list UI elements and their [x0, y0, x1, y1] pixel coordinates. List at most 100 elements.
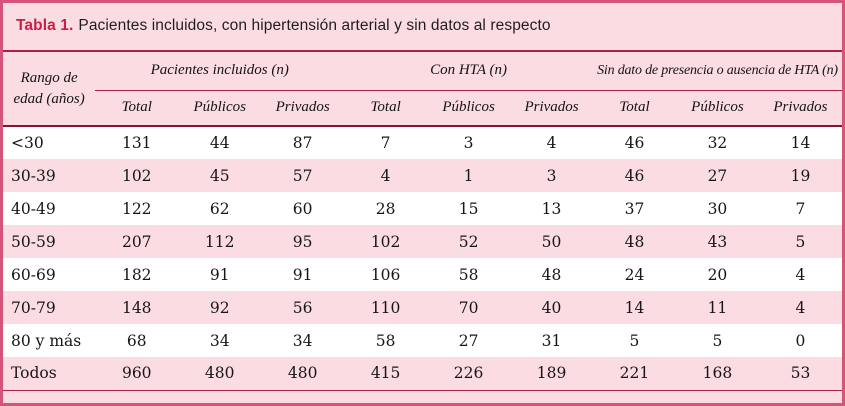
group-header-incluidos: Pacientes incluidos (n) — [95, 52, 345, 91]
cell-value: 5 — [795, 232, 806, 251]
group-header-row: Rango de edad (años) Pacientes incluidos… — [3, 52, 842, 127]
cell-value: 3 — [546, 166, 557, 185]
cell-value: 20 — [707, 265, 728, 284]
cell-value: 87 — [292, 134, 313, 152]
cell-value: 58 — [375, 331, 396, 350]
cell-value: 3 — [463, 134, 474, 152]
cell-value: 131 — [121, 134, 152, 152]
cell-value: 27 — [707, 166, 728, 185]
cell-value: 60 — [292, 199, 313, 218]
table-title-text: Pacientes incluidos, con hipertensión ar… — [78, 17, 551, 34]
table-row: 80 y más 68 34 34 58 27 31 5 5 0 — [3, 324, 842, 357]
group-header-sin-dato: Sin dato de presencia o ausencia de HTA … — [593, 52, 842, 91]
cell-value: 4 — [795, 265, 806, 284]
cell-value: 92 — [209, 298, 230, 317]
cell-value: 44 — [209, 134, 230, 152]
cell-value: 40 — [541, 298, 562, 317]
cell-value: 45 — [209, 166, 230, 185]
cell-value: 14 — [790, 134, 811, 152]
cell-value: 102 — [370, 232, 401, 251]
corner-header: Rango de edad (años) — [3, 52, 96, 127]
cell-value: 70 — [458, 298, 479, 317]
row-label: 50-59 — [11, 232, 56, 251]
row-label: 60-69 — [11, 265, 56, 284]
cell-value: 5 — [712, 331, 723, 350]
cell-value: 168 — [675, 357, 759, 391]
cell-value: 226 — [427, 357, 511, 391]
cell-value: 56 — [292, 298, 313, 317]
data-table: Rango de edad (años) Pacientes incluidos… — [3, 52, 842, 391]
cell-value: 24 — [624, 265, 645, 284]
row-label: Todos — [3, 357, 96, 391]
cell-value: 30 — [707, 199, 728, 218]
cell-value: 207 — [121, 232, 152, 251]
table-row: 70-79 148 92 56 110 70 40 14 11 4 — [3, 291, 842, 324]
table-row: 60-69 182 91 91 106 58 48 24 20 4 — [3, 258, 842, 291]
subheader-publicos: Públicos — [178, 90, 262, 127]
cell-value: 31 — [541, 331, 562, 350]
subheader-privados: Privados — [261, 90, 345, 127]
cell-value: 112 — [204, 232, 235, 251]
cell-value: 34 — [292, 331, 313, 350]
cell-value: 182 — [121, 265, 152, 284]
row-label: 80 y más — [11, 331, 82, 350]
cell-value: 48 — [541, 265, 562, 284]
corner-header-line2: edad (años) — [13, 90, 85, 107]
cell-value: 46 — [624, 166, 645, 185]
table-row: 50-59 207 112 95 102 52 50 48 43 5 — [3, 225, 842, 258]
table-row: 40-49 122 62 60 28 15 13 37 30 7 — [3, 192, 842, 225]
table-title: Tabla 1. Pacientes incluidos, con hiperte… — [3, 3, 842, 52]
cell-value: 57 — [292, 166, 313, 185]
table-row: 30-39 102 45 57 4 1 3 46 27 19 — [3, 159, 842, 192]
row-label: 30-39 — [11, 166, 56, 185]
cell-value: 148 — [121, 298, 152, 317]
cell-value: 37 — [624, 199, 645, 218]
group-header-con-hta: Con HTA (n) — [344, 52, 593, 91]
cell-value: 53 — [758, 357, 842, 391]
subheader-publicos: Públicos — [675, 90, 759, 127]
table-header: Rango de edad (años) Pacientes incluidos… — [3, 52, 842, 127]
cell-value: 27 — [458, 331, 479, 350]
cell-value: 68 — [126, 331, 147, 350]
cell-value: 34 — [209, 331, 230, 350]
cell-value: 1 — [463, 166, 474, 185]
cell-value: 46 — [624, 134, 645, 152]
table-row: Todos 960 480 480 415 226 189 221 168 53 — [3, 357, 842, 391]
cell-value: 4 — [546, 134, 557, 152]
cell-value: 91 — [292, 265, 313, 284]
cell-value: 4 — [795, 298, 806, 317]
cell-value: 52 — [458, 232, 479, 251]
cell-value: 91 — [209, 265, 230, 284]
cell-value: 480 — [261, 357, 345, 391]
corner-header-line1: Rango de — [20, 70, 78, 87]
cell-value: 5 — [629, 331, 640, 350]
cell-value: 0 — [795, 331, 806, 350]
cell-value: 7 — [380, 134, 391, 152]
cell-value: 4 — [380, 166, 391, 185]
subheader-publicos: Públicos — [427, 90, 511, 127]
cell-value: 28 — [375, 199, 396, 218]
cell-value: 221 — [593, 357, 676, 391]
table-row: <30 131 44 87 7 3 4 46 32 14 — [3, 126, 842, 159]
cell-value: 43 — [707, 232, 728, 251]
cell-value: 110 — [370, 298, 401, 317]
cell-value: 122 — [121, 199, 152, 218]
cell-value: 189 — [510, 357, 593, 391]
cell-value: 7 — [795, 199, 806, 218]
cell-value: 102 — [121, 166, 152, 185]
row-label: 70-79 — [11, 298, 56, 317]
subheader-total: Total — [344, 90, 428, 127]
subheader-total: Total — [95, 90, 179, 127]
table-body: <30 131 44 87 7 3 4 46 32 14 30-39 102 45 57 4 1 3 46 27 19… — [3, 126, 842, 391]
cell-value: 13 — [541, 199, 562, 218]
subheader-row: Total Públicos Privados Total Públicos Privad… — [3, 90, 842, 127]
subheader-privados: Privados — [510, 90, 593, 127]
cell-value: 62 — [209, 199, 230, 218]
cell-value: 50 — [541, 232, 562, 251]
cell-value: 14 — [624, 298, 645, 317]
cell-value: 15 — [458, 199, 479, 218]
table-number-label: Tabla 1. — [16, 17, 74, 34]
subheader-privados: Privados — [758, 90, 842, 127]
row-label: <30 — [11, 134, 44, 152]
